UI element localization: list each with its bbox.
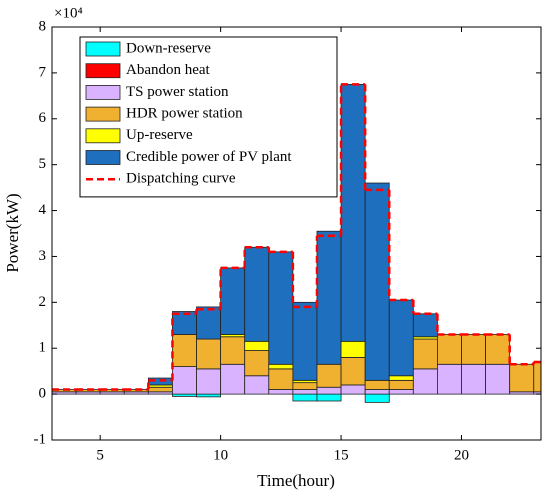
- bar-segment: [196, 338, 222, 370]
- bar-segment: [461, 363, 486, 395]
- y-tick-label: 7: [39, 64, 47, 80]
- bar-segment: [196, 393, 222, 398]
- bar-segment: [292, 393, 318, 402]
- y-tick-label: 3: [39, 248, 47, 264]
- y-tick-label: 0: [39, 386, 47, 402]
- legend-label: Up-reserve: [126, 127, 193, 143]
- x-tick-label: 5: [96, 447, 104, 463]
- bar-segment: [316, 230, 342, 365]
- bar-segment: [268, 389, 294, 395]
- bar-segment: [292, 382, 318, 390]
- bar-segment: [172, 366, 197, 395]
- bar-segment: [412, 338, 438, 370]
- legend-swatch: [85, 85, 121, 100]
- bar-segment: [220, 267, 246, 335]
- bar-segment: [220, 363, 246, 395]
- bar-segment: [364, 182, 390, 381]
- legend-label: HDR power station: [126, 106, 243, 122]
- bar-segment: [485, 334, 511, 365]
- bar-segment: [147, 386, 173, 393]
- bar-segment: [340, 384, 366, 395]
- y-tick-label: 6: [39, 110, 47, 126]
- legend-label: Dispatching curve: [126, 171, 236, 187]
- bar-segment: [388, 389, 414, 395]
- legend-box: [79, 36, 338, 198]
- bar-segment: [196, 368, 222, 395]
- plot: [52, 83, 541, 403]
- y-multiplier: ×10⁴: [54, 5, 83, 21]
- x-tick-label: 10: [213, 447, 228, 463]
- x-tick-label: 15: [334, 447, 349, 463]
- bar-segment: [388, 375, 414, 381]
- bar-segment: [268, 368, 294, 390]
- legend-swatch: [85, 150, 121, 165]
- bar-segment: [220, 336, 246, 365]
- legend-swatch: [85, 41, 121, 57]
- legend-swatch: [85, 128, 121, 144]
- bar-segment: [461, 334, 486, 365]
- bar-segment: [509, 363, 535, 393]
- legend-label: Abandon heat: [126, 62, 211, 78]
- x-tick-label: 20: [454, 447, 469, 463]
- y-tick-label: 1: [39, 340, 47, 356]
- bar-segment: [340, 83, 366, 342]
- y-tick-label: 8: [39, 18, 47, 34]
- bar-segment: [388, 379, 414, 390]
- bar-segment: [485, 363, 511, 395]
- bar-segment: [268, 251, 294, 365]
- bar-segment: [244, 375, 270, 395]
- bar-segment: [412, 368, 438, 395]
- bar-segment: [533, 361, 541, 393]
- bar-segment: [292, 389, 318, 395]
- y-tick-label: 2: [39, 294, 47, 310]
- bar-segment: [244, 350, 270, 377]
- legend-label: Down-reserve: [126, 40, 211, 56]
- bar-segment: [437, 334, 462, 365]
- y-axis-label: Power(kW): [3, 193, 22, 272]
- bar-segment: [316, 393, 342, 402]
- x-axis-label: Time(hour): [257, 471, 335, 490]
- bar-segment: [244, 246, 270, 342]
- bar-segment: [268, 363, 294, 370]
- bar-segment: [316, 386, 342, 395]
- bar-segment: [340, 340, 366, 358]
- bar-segment: [388, 299, 414, 377]
- y-tick-label: 5: [39, 156, 47, 172]
- legend-swatch: [85, 106, 121, 122]
- bar-segment: [172, 334, 197, 367]
- bar-segment: [364, 379, 390, 390]
- bar-segment: [364, 389, 390, 395]
- bar-segment: [316, 363, 342, 388]
- legend-swatch: [85, 63, 121, 79]
- bar-segment: [364, 393, 390, 403]
- bar-segment: [412, 313, 438, 338]
- bar-segment: [244, 340, 270, 351]
- y-tick-label: 4: [39, 202, 47, 218]
- bar-segment: [196, 306, 222, 340]
- bar-segment: [437, 363, 462, 395]
- bar-segment: [292, 301, 318, 381]
- plot-frame: [51, 26, 542, 441]
- legend-label: Credible power of PV plant: [126, 149, 292, 165]
- y-tick-label: -1: [34, 431, 47, 447]
- bar-segment: [533, 391, 541, 395]
- legend-label: TS power station: [126, 84, 229, 100]
- bar-segment: [340, 356, 366, 386]
